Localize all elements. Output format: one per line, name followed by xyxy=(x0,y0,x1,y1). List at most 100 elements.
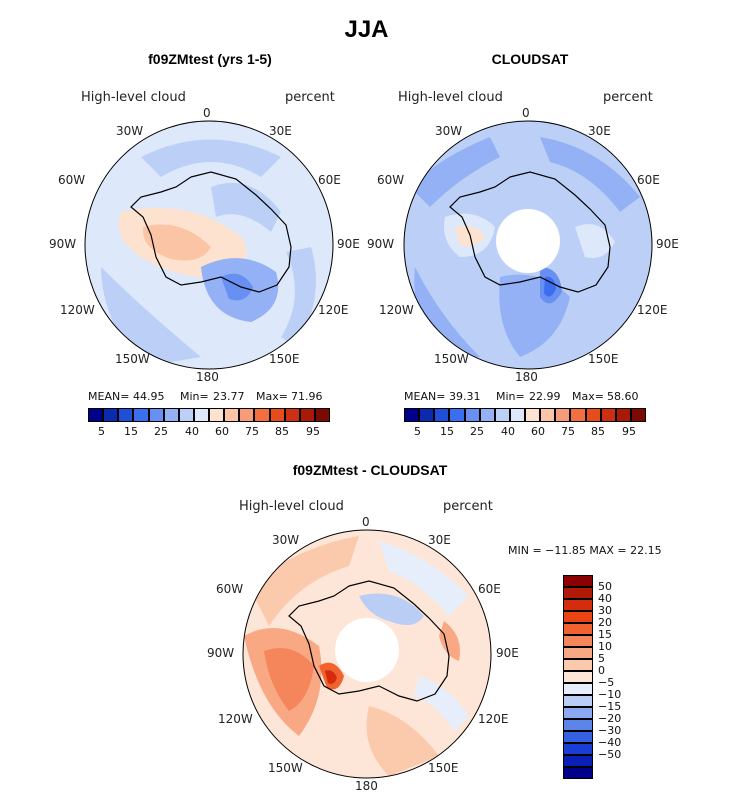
panel1-colorbar-swatch xyxy=(284,408,300,422)
panel3-cbar-label: −30 xyxy=(598,724,622,737)
panel3-field-label: High-level cloud xyxy=(239,499,344,514)
panel3-lon-90e: 90E xyxy=(496,646,519,660)
panel3-lon-120e: 120E xyxy=(478,712,509,726)
panel1-colorbar xyxy=(88,408,330,422)
panel2-colorbar-swatch xyxy=(464,408,480,422)
panel2-cbar-label: 40 xyxy=(501,425,515,438)
panel3-cbar-label: −20 xyxy=(598,712,622,725)
panel3-colorbar-swatch xyxy=(563,695,593,707)
panel2-lon-90e: 90E xyxy=(656,237,679,251)
panel3-lon-150e: 150E xyxy=(428,761,459,775)
panel3-colorbar-swatch xyxy=(563,707,593,719)
panel1-lon-150w: 150W xyxy=(115,352,150,366)
panel2-lon-30w: 30W xyxy=(435,124,463,138)
panel2-colorbar-swatch xyxy=(555,408,571,422)
panel1-lon-0: 0 xyxy=(203,106,211,120)
panel3-lon-30e: 30E xyxy=(428,533,451,547)
panel3-colorbar-swatch xyxy=(563,767,593,779)
panel1-cbar-label: 5 xyxy=(98,425,105,438)
panel1-polar-map xyxy=(84,120,334,370)
panel2-field-label: High-level cloud xyxy=(398,90,503,105)
panel2-mean-label: MEAN= xyxy=(404,390,446,403)
panel2-lon-30e: 30E xyxy=(588,124,611,138)
panel3-colorbar-swatch xyxy=(563,731,593,743)
panel1-min-label: Min= xyxy=(180,390,209,403)
panel3-antarctica-coastline xyxy=(288,580,450,702)
panel3-contour-region xyxy=(359,593,424,625)
panel3-map-border xyxy=(242,529,492,779)
panel3-colorbar-swatch xyxy=(563,647,593,659)
panel1-max-label: Max= xyxy=(256,390,288,403)
panel1-mean-label: MEAN= xyxy=(88,390,130,403)
panel1-map-border xyxy=(84,120,334,370)
panel3-colorbar-swatch xyxy=(563,743,593,755)
panel3-cbar-label: −15 xyxy=(598,700,622,713)
panel3-cbar-label: 10 xyxy=(598,640,612,653)
panel2-min-value: 22.99 xyxy=(529,390,561,403)
panel1-lon-90w: 90W xyxy=(49,237,77,251)
panel2-title: CLOUDSAT xyxy=(491,51,569,67)
panel2-lon-150w: 150W xyxy=(434,352,469,366)
panel1-antarctica-coastline xyxy=(130,171,292,293)
panel1-colorbar-swatch xyxy=(163,408,179,422)
panel2-cbar-label: 15 xyxy=(440,425,454,438)
panel2-colorbar xyxy=(404,408,646,422)
panel3-cbar-label: −50 xyxy=(598,748,622,761)
panel2-units-label: percent xyxy=(603,90,653,105)
panel1-units-label: percent xyxy=(285,90,335,105)
panel1-cbar-label: 75 xyxy=(245,425,259,438)
panel3-contour-region xyxy=(379,541,469,616)
panel1-lon-150e: 150E xyxy=(269,352,300,366)
panel2-max-value: 58.60 xyxy=(607,390,639,403)
panel2-contour-region xyxy=(540,137,640,212)
panel2-colorbar-swatch xyxy=(419,408,435,422)
panel3-colorbar-swatch xyxy=(563,635,593,647)
panel3-cbar-label: 30 xyxy=(598,604,612,617)
panel1-colorbar-swatch xyxy=(118,408,134,422)
panel1-lon-120w: 120W xyxy=(60,303,95,317)
panel2-lon-90w: 90W xyxy=(367,237,395,251)
panel3-colorbar-swatch xyxy=(563,719,593,731)
panel2-colorbar-swatch xyxy=(540,408,556,422)
panel2-colorbar-swatch xyxy=(449,408,465,422)
panel1-contour-region xyxy=(211,182,281,232)
panel3-contour-region xyxy=(366,706,439,776)
panel1-colorbar-swatch xyxy=(254,408,270,422)
panel2-colorbar-swatch xyxy=(509,408,525,422)
panel2-colorbar-swatch xyxy=(600,408,616,422)
panel2-cbar-label: 60 xyxy=(531,425,545,438)
panel2-colorbar-swatch xyxy=(494,408,510,422)
panel1-lon-60e: 60E xyxy=(318,173,341,187)
panel3-cbar-label: 5 xyxy=(598,652,605,665)
panel1-cbar-label: 95 xyxy=(306,425,320,438)
panel3-cbar-label: 15 xyxy=(598,628,612,641)
panel1-colorbar-swatch xyxy=(148,408,164,422)
panel3-lon-90w: 90W xyxy=(207,646,235,660)
panel1-colorbar-swatch xyxy=(133,408,149,422)
panel3-lon-120w: 120W xyxy=(218,712,253,726)
panel2-cbar-label: 25 xyxy=(470,425,484,438)
panel1-field-label: High-level cloud xyxy=(81,90,186,105)
panel1-lon-90e: 90E xyxy=(337,237,360,251)
panel3-colorbar-swatch xyxy=(563,623,593,635)
panel3-cbar-label: −10 xyxy=(598,688,622,701)
panel2-mean-value: 39.31 xyxy=(449,390,481,403)
panel1-colorbar-swatch xyxy=(314,408,330,422)
panel3-lon-30w: 30W xyxy=(272,533,300,547)
panel2-cbar-label: 75 xyxy=(561,425,575,438)
panel2-colorbar-swatch xyxy=(615,408,631,422)
panel2-cbar-label: 85 xyxy=(591,425,605,438)
panel3-cbar-label: −40 xyxy=(598,736,622,749)
panel3-colorbar xyxy=(563,575,593,779)
panel3-lon-150w: 150W xyxy=(268,761,303,775)
panel2-colorbar-swatch xyxy=(585,408,601,422)
panel3-contour-region xyxy=(325,670,337,684)
panel2-colorbar-swatch xyxy=(479,408,495,422)
panel1-min-value: 23.77 xyxy=(213,390,245,403)
panel1-lon-180: 180 xyxy=(196,370,219,384)
panel1-contour-region xyxy=(141,139,281,177)
panel3-lon-180: 180 xyxy=(355,779,378,793)
panel3-colorbar-swatch xyxy=(563,575,593,587)
panel1-lon-30w: 30W xyxy=(116,124,144,138)
panel2-contour-region xyxy=(410,137,500,207)
